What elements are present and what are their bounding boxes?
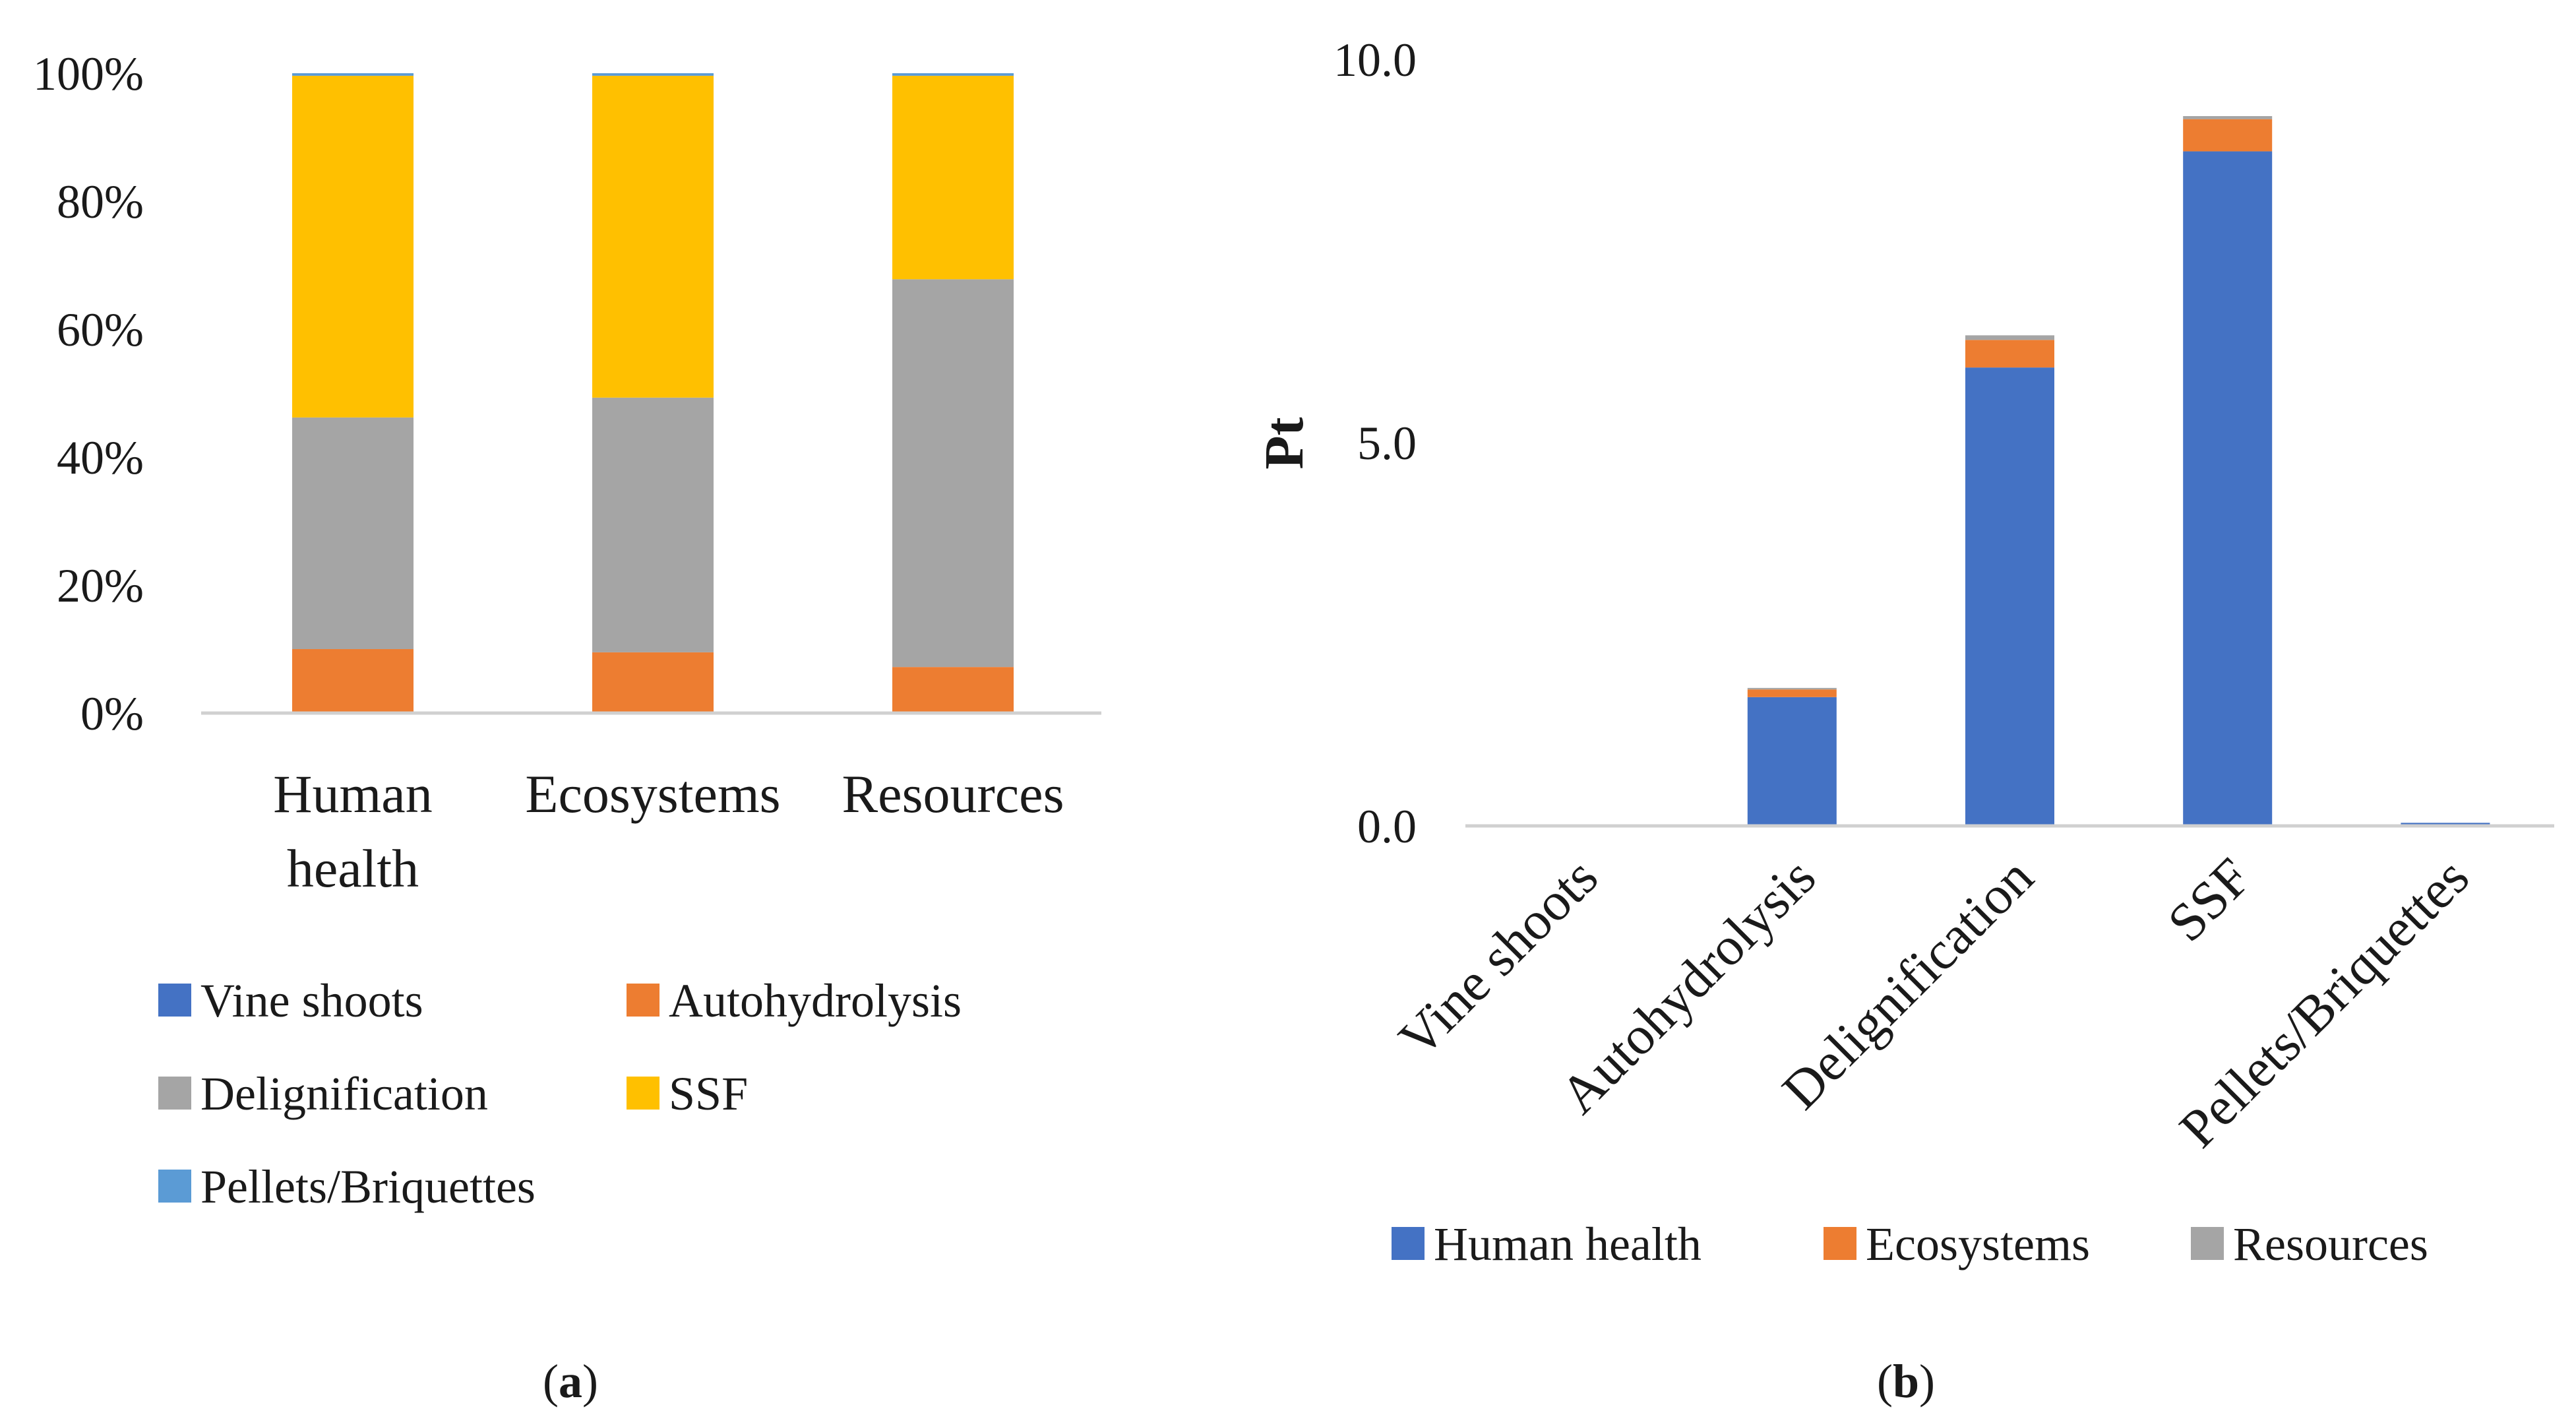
panel-b-legend: Human health Ecosystems Resources [1392,1218,2428,1270]
y-tick-label: 5.0 [1357,417,1417,470]
category-label: Human [273,764,432,824]
panel-a-y-ticks: 0% 20% 40% 60% 80% 100% [33,47,144,740]
bar-human-health-autohydrolysis [292,649,414,713]
y-tick-label: 80% [57,175,144,228]
panel-b-label: (b) [1877,1355,1935,1408]
legend-swatch-human-health [1392,1227,1425,1260]
bar-resources-delignification [892,279,1014,668]
legend-swatch-ecosystems [1824,1227,1856,1260]
bar-ssf-resources [2183,115,2273,119]
bar-ecosystems-pellets-briquettes [592,73,714,76]
bar-resources-ssf [892,75,1014,280]
legend-swatch-delignification [158,1077,191,1110]
panel-a-bars [292,73,1014,713]
bar-resources-autohydrolysis [892,667,1014,713]
legend-label-ecosystems: Ecosystems [1866,1218,2090,1270]
legend-label-vine-shoots: Vine shoots [200,974,423,1027]
bar-delignification-resources [1965,335,2054,340]
bar-human-health-ssf [292,75,414,418]
bar-delignification-human-health [1965,367,2054,826]
panel-a-legend: Vine shoots Autohydrolysis Delignification… [158,974,962,1213]
panel-b-chart: 0.0 5.0 10.0 Pt Vine shootsAutohydrolysisD… [1254,34,2554,1408]
legend-swatch-vine-shoots [158,984,191,1017]
panel-a-label: (a) [543,1355,598,1408]
legend-swatch-autohydrolysis [627,984,659,1017]
y-tick-label: 0% [80,687,144,740]
legend-label-delignification: Delignification [200,1067,488,1120]
bar-ecosystems-ssf [592,75,714,398]
y-tick-label: 10.0 [1334,34,1417,86]
legend-swatch-resources [2191,1227,2224,1260]
panel-b-y-axis-title: Pt [1254,417,1315,469]
bar-human-health-pellets-briquettes [292,73,414,76]
bar-delignification-ecosystems [1965,340,2054,368]
legend-swatch-pellets-briquettes [158,1170,191,1203]
category-label: Ecosystems [525,764,780,824]
category-label: Vine shoots [1388,846,1609,1068]
bar-autohydrolysis-ecosystems [1747,689,1837,697]
y-tick-label: 60% [57,303,144,356]
legend-swatch-ssf [627,1077,659,1110]
panel-b-bars [1747,115,2490,826]
bar-autohydrolysis-human-health [1747,697,1837,826]
y-tick-label: 0.0 [1357,800,1417,853]
panel-a-category-labels: Human health Ecosystems Resources [273,764,1064,898]
bar-ecosystems-delignification [592,397,714,652]
bar-ecosystems-autohydrolysis [592,652,714,713]
legend-label-resources: Resources [2233,1218,2428,1270]
legend-label-autohydrolysis: Autohydrolysis [669,974,962,1027]
panel-a-chart: 0% 20% 40% 60% 80% 100% Human health Ecosystems… [33,47,1101,1408]
y-tick-label: 20% [57,559,144,612]
bar-human-health-delignification [292,417,414,649]
panel-b-category-labels: Vine shootsAutohydrolysisDelignification… [1388,846,2480,1158]
category-label: health [287,838,419,898]
bar-resources-pellets-briquettes [892,73,1014,76]
panel-b-y-ticks: 0.0 5.0 10.0 [1334,34,1417,853]
legend-label-pellets-briquettes: Pellets/Briquettes [200,1160,536,1213]
legend-label-ssf: SSF [669,1067,748,1120]
y-tick-label: 40% [57,431,144,484]
category-label: SSF [2156,846,2262,953]
bar-ssf-human-health [2183,151,2273,826]
bar-ssf-ecosystems [2183,119,2273,152]
legend-label-human-health: Human health [1434,1218,1702,1270]
category-label: Resources [842,764,1064,824]
y-tick-label: 100% [33,47,144,100]
bar-autohydrolysis-resources [1747,687,1837,690]
